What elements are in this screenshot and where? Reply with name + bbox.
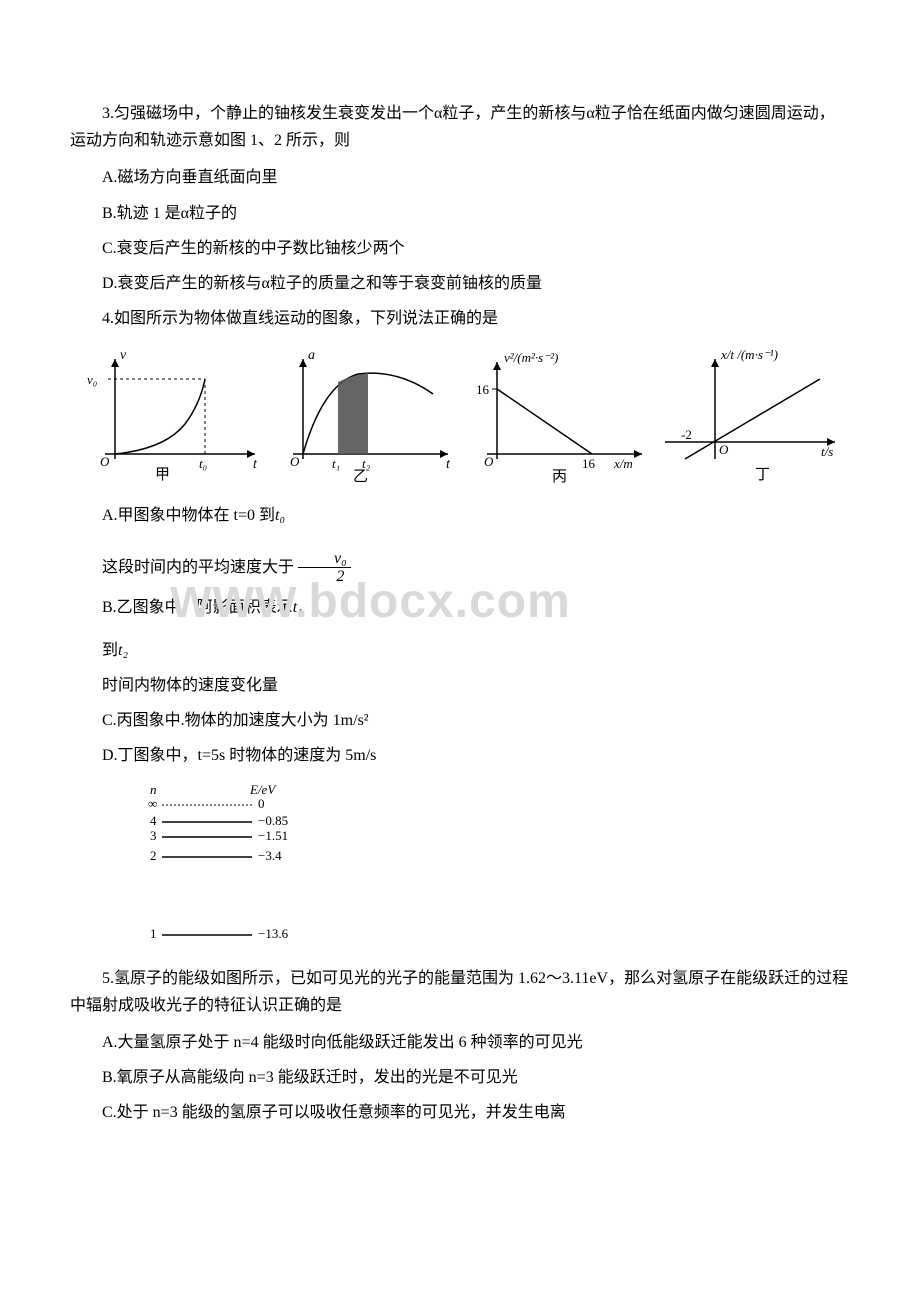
svg-text:v²/(m²·s⁻²): v²/(m²·s⁻²) bbox=[504, 350, 558, 365]
svg-text:−3.4: −3.4 bbox=[258, 848, 282, 863]
q4-option-b-line3: 时间内物体的速度变化量 bbox=[70, 672, 850, 699]
svg-text:16: 16 bbox=[582, 456, 596, 471]
svg-text:x/t /(m·s⁻¹): x/t /(m·s⁻¹) bbox=[720, 347, 778, 362]
svg-text:O: O bbox=[719, 442, 729, 457]
svg-text:t₀: t₀ bbox=[199, 456, 207, 471]
svg-text:x/m: x/m bbox=[613, 456, 633, 471]
svg-text:t: t bbox=[446, 457, 451, 472]
svg-text:丁: 丁 bbox=[755, 467, 770, 483]
q3-stem: 3.匀强磁场中，个静止的铀核发生衰变发出一个α粒子，产生的新核与α粒子恰在纸面内… bbox=[70, 100, 850, 154]
svg-text:16: 16 bbox=[476, 382, 490, 397]
chart-ding: x/t /(m·s⁻¹) O -2 t/s 丁 bbox=[655, 344, 845, 484]
q4-stem: 4.如图所示为物体做直线运动的图象，下列说法正确的是 bbox=[70, 305, 850, 332]
chart-jia: v v₀ O t₀ t 甲 bbox=[75, 344, 265, 484]
svg-text:乙: 乙 bbox=[353, 469, 368, 484]
svg-text:O: O bbox=[290, 454, 300, 469]
svg-text:−1.51: −1.51 bbox=[258, 828, 288, 843]
q3-options: A.磁场方向垂直纸面向里 B.轨迹 1 是α粒子的 C.衰变后产生的新核的中子数… bbox=[70, 164, 850, 297]
svg-text:甲: 甲 bbox=[155, 467, 170, 483]
chart-bing: v²/(m²·s⁻²) 16 O 16 x/m 丙 bbox=[462, 344, 652, 484]
q5-option-c: C.处于 n=3 能级的氢原子可以吸收任意频率的可见光，并发生电离 bbox=[70, 1099, 850, 1126]
q5-options: A.大量氢原子处于 n=4 能级时向低能级跃迁能发出 6 种领率的可见光 B.氧… bbox=[70, 1029, 850, 1127]
svg-text:O: O bbox=[100, 454, 110, 469]
svg-text:3: 3 bbox=[150, 828, 157, 843]
q4-charts: v v₀ O t₀ t 甲 a O t₁ t₂ t 乙 bbox=[70, 344, 850, 484]
svg-text:t: t bbox=[253, 457, 258, 472]
q5-stem: 5.氢原子的能级如图所示，已如可见光的光子的能量范围为 1.62～3.11eV，… bbox=[70, 965, 850, 1019]
svg-text:v: v bbox=[120, 348, 127, 363]
q4-option-b-line2: 到t₂ bbox=[70, 637, 850, 664]
svg-text:∞: ∞ bbox=[148, 796, 157, 811]
q4-option-d: D.丁图象中，t=5s 时物体的速度为 5m/s bbox=[70, 742, 850, 769]
svg-text:4: 4 bbox=[150, 813, 157, 828]
q4-option-b-line1: B.乙图象中，阿影面积表示t₁ bbox=[70, 594, 850, 621]
svg-text:1: 1 bbox=[150, 926, 157, 941]
q3-option-b: B.轨迹 1 是α粒子的 bbox=[70, 200, 850, 227]
q4-option-c: C.丙图象中.物体的加速度大小为 1m/s² bbox=[70, 707, 850, 734]
svg-text:v₀: v₀ bbox=[87, 372, 97, 387]
page-content: 3.匀强磁场中，个静止的铀核发生衰变发出一个α粒子，产生的新核与α粒子恰在纸面内… bbox=[70, 100, 850, 1127]
svg-text:2: 2 bbox=[150, 848, 157, 863]
q3-option-d: D.衰变后产生的新核与α粒子的质量之和等于衰变前铀核的质量 bbox=[70, 270, 850, 297]
svg-text:丙: 丙 bbox=[552, 469, 567, 484]
svg-text:a: a bbox=[308, 348, 315, 363]
q5-option-b: B.氧原子从高能级向 n=3 能级跃迁时，发出的光是不可见光 bbox=[70, 1064, 850, 1091]
svg-text:t₁: t₁ bbox=[332, 456, 340, 471]
svg-text:−13.6: −13.6 bbox=[258, 926, 289, 941]
svg-text:0: 0 bbox=[258, 796, 265, 811]
energy-level-diagram: n E/eV ∞ 0 4 −0.85 3 −1.51 2 −3.4 1 −13.… bbox=[140, 780, 850, 955]
q4-option-a-line2: 这段时间内的平均速度大于 v₀2 bbox=[70, 550, 850, 586]
svg-text:E/eV: E/eV bbox=[249, 782, 277, 797]
q5-option-a: A.大量氢原子处于 n=4 能级时向低能级跃迁能发出 6 种领率的可见光 bbox=[70, 1029, 850, 1056]
q4-option-a-line1: A.甲图象中物体在 t=0 到t₀ bbox=[70, 502, 850, 529]
svg-text:t/s: t/s bbox=[821, 444, 833, 459]
chart-yi: a O t₁ t₂ t 乙 bbox=[268, 344, 458, 484]
svg-text:n: n bbox=[150, 782, 157, 797]
svg-text:O: O bbox=[484, 454, 494, 469]
q3-option-c: C.衰变后产生的新核的中子数比铀核少两个 bbox=[70, 235, 850, 262]
q3-option-a: A.磁场方向垂直纸面向里 bbox=[70, 164, 850, 191]
svg-text:-2: -2 bbox=[681, 427, 692, 442]
svg-text:−0.85: −0.85 bbox=[258, 813, 288, 828]
